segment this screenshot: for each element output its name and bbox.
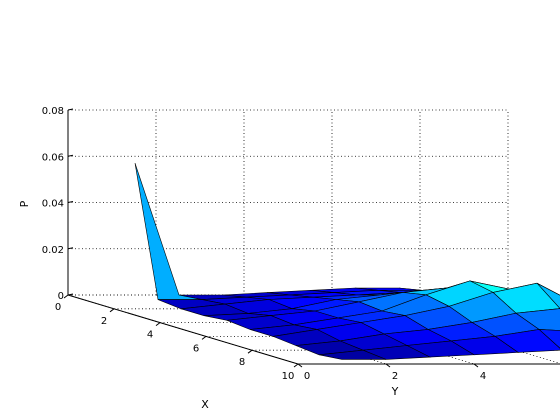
z-tick-label: 0 (58, 291, 64, 302)
y-tick-label: 0 (304, 371, 310, 382)
x-axis-title: X (201, 398, 209, 411)
z-tick-mark (67, 247, 74, 250)
y-tick-mark (297, 363, 303, 368)
x-tick-label: 6 (193, 343, 199, 354)
y-axis-title: Y (391, 385, 399, 398)
surface-patch (318, 349, 387, 360)
x-tick-mark (293, 363, 299, 368)
z-tick-label: 0.06 (42, 152, 64, 163)
surface-mesh (134, 163, 560, 360)
x-tick-mark (201, 335, 207, 340)
floor-gridline-y (67, 294, 299, 365)
floor-gridline-y (331, 294, 560, 364)
z-tick-label: 0.08 (42, 106, 64, 117)
z-tick-mark (67, 201, 74, 203)
z-tick-label: 0.04 (42, 199, 64, 210)
z-tick-label: 0.02 (42, 245, 64, 256)
x-tick-mark (63, 294, 69, 299)
y-tick-label: 4 (480, 371, 486, 382)
y-tick-label: 2 (392, 371, 398, 382)
y-tick-mark (385, 363, 391, 368)
x-tick-label: 10 (282, 371, 295, 382)
axis-ticks: 00.020.040.060.0802468100246810 (42, 106, 486, 382)
y-tick-mark (473, 363, 479, 368)
x-tick-mark (155, 322, 161, 327)
z-tick-mark (67, 154, 74, 157)
x-tick-label: 8 (239, 357, 245, 368)
z-tick-mark (67, 293, 74, 296)
x-tick-label: 2 (101, 316, 107, 327)
surface-patch (134, 163, 203, 300)
z-axis-title: P (18, 200, 31, 207)
x-tick-label: 4 (147, 330, 153, 341)
x-tick-mark (247, 349, 253, 354)
z-tick-mark (67, 108, 74, 111)
x-tick-label: 0 (55, 302, 61, 313)
x-tick-mark (109, 308, 115, 313)
